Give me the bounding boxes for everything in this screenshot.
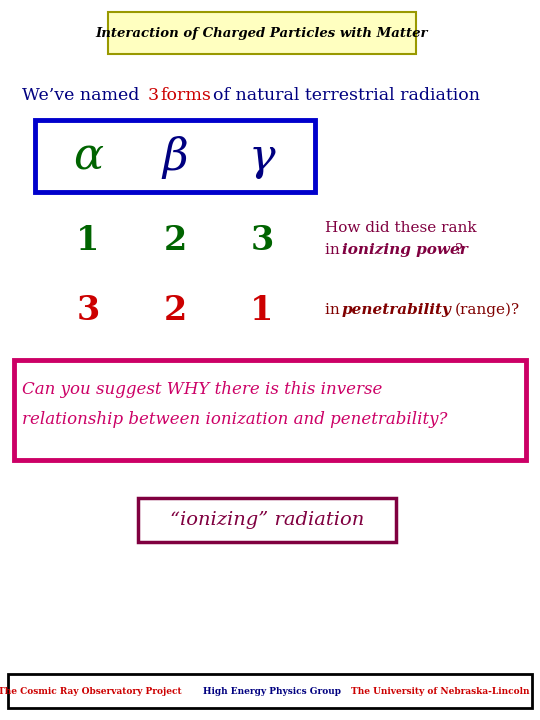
FancyBboxPatch shape: [35, 120, 315, 192]
Text: in: in: [325, 303, 345, 317]
Text: penetrability: penetrability: [342, 303, 452, 317]
Text: 3: 3: [251, 223, 274, 256]
Text: of natural terrestrial radiation: of natural terrestrial radiation: [213, 86, 480, 104]
Text: 1: 1: [76, 223, 100, 256]
Text: relationship between ionization and penetrability?: relationship between ionization and pene…: [22, 412, 447, 428]
FancyBboxPatch shape: [14, 360, 526, 460]
Text: in: in: [325, 243, 345, 257]
Text: High Energy Physics Group: High Energy Physics Group: [203, 686, 341, 696]
Text: The University of Nebraska-Lincoln: The University of Nebraska-Lincoln: [351, 686, 529, 696]
Text: γ: γ: [249, 135, 275, 179]
Text: ?: ?: [455, 243, 463, 257]
Text: α: α: [73, 135, 103, 179]
Text: β: β: [162, 135, 188, 179]
Text: 1: 1: [251, 294, 274, 326]
FancyBboxPatch shape: [108, 12, 416, 54]
Text: 3: 3: [76, 294, 99, 326]
Text: (range)?: (range)?: [455, 303, 520, 318]
Text: ionizing power: ionizing power: [342, 243, 468, 257]
Text: “ionizing” radiation: “ionizing” radiation: [170, 511, 364, 529]
Text: How did these rank: How did these rank: [325, 221, 477, 235]
Text: 2: 2: [164, 223, 187, 256]
Text: We’ve named: We’ve named: [22, 86, 139, 104]
FancyBboxPatch shape: [8, 674, 532, 708]
Text: forms: forms: [160, 86, 211, 104]
FancyBboxPatch shape: [138, 498, 396, 542]
Text: Interaction of Charged Particles with Matter: Interaction of Charged Particles with Ma…: [96, 27, 428, 40]
Text: The Cosmic Ray Observatory Project: The Cosmic Ray Observatory Project: [0, 686, 182, 696]
Text: 3: 3: [148, 86, 159, 104]
Text: 2: 2: [164, 294, 187, 326]
Text: Can you suggest WHY there is this inverse: Can you suggest WHY there is this invers…: [22, 382, 382, 398]
